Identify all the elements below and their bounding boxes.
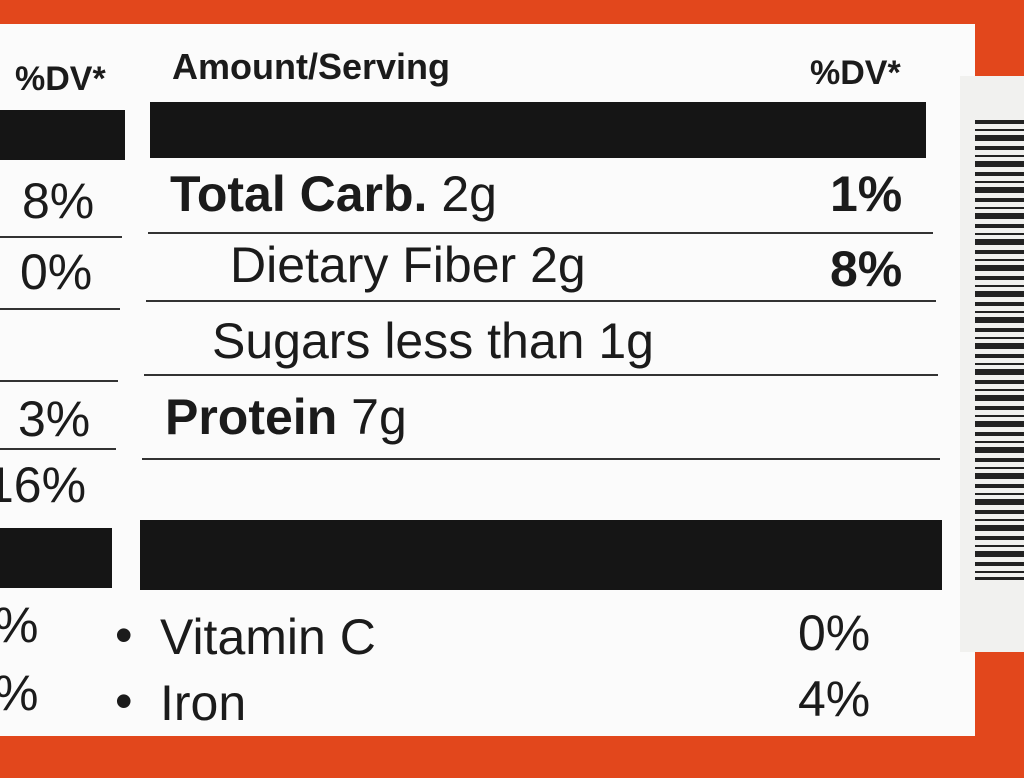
divider [0, 380, 118, 382]
nutrient-name: Sugars less than [212, 313, 585, 369]
divider [0, 448, 116, 450]
left-vitamin-value: % [0, 596, 38, 654]
divider [0, 308, 120, 310]
nutrient-amount: 2g [441, 166, 497, 222]
left-dv-value: 0% [20, 244, 93, 300]
divider [144, 374, 938, 376]
vitamin-name: Vitamin C [160, 609, 376, 665]
dv-header: %DV* [810, 54, 901, 92]
left-dv-header: %DV* [15, 60, 106, 98]
left-thick-bar [0, 110, 125, 160]
divider [0, 236, 122, 238]
left-dv-value: 3% [18, 391, 91, 447]
nutrient-amount: 1g [598, 313, 654, 369]
left-dv-value: 16% [0, 457, 87, 513]
barcode [975, 120, 1024, 580]
divider [146, 300, 936, 302]
nutrient-amount: 2g [530, 237, 586, 293]
nutrient-amount: 7g [351, 389, 407, 445]
left-vitamin-value: % [0, 664, 38, 722]
row-dietary-fiber: Dietary Fiber 2g [230, 236, 586, 294]
row-total-carb: Total Carb. 2g [170, 165, 497, 223]
row-protein: Protein 7g [165, 388, 407, 446]
vitamin-dv: 4% [798, 671, 871, 727]
amount-serving-header: Amount/Serving [172, 46, 451, 87]
bullet: • [115, 673, 133, 729]
thick-bar [150, 102, 926, 158]
nutrient-name: Dietary Fiber [230, 237, 517, 293]
nutrient-name: Protein [165, 389, 338, 445]
nutrient-dv: 8% [830, 241, 903, 297]
thick-bar [140, 520, 942, 590]
row-sugars: Sugars less than 1g [212, 312, 654, 370]
divider [148, 232, 933, 234]
divider [142, 458, 940, 460]
vitamin-name: Iron [160, 675, 247, 731]
nutrient-dv: 1% [830, 166, 903, 222]
left-dv-value: 8% [22, 173, 95, 229]
nutrient-name: Total Carb. [170, 166, 428, 222]
left-thick-bar [0, 528, 112, 588]
bullet: • [115, 607, 133, 663]
vitamin-dv: 0% [798, 605, 871, 661]
